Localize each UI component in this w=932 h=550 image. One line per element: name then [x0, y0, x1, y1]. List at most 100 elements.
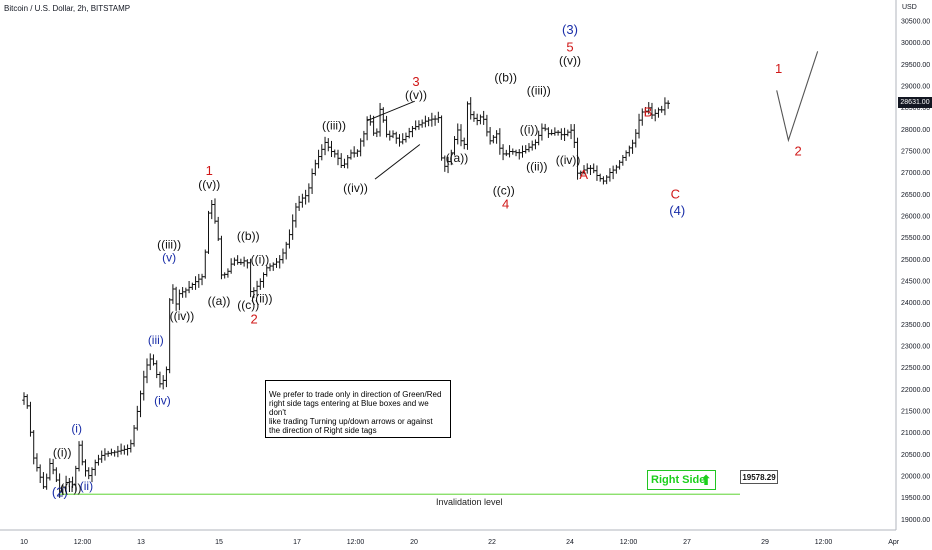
y-tick-label: 29500.00	[901, 62, 930, 69]
wave-label: 3	[412, 74, 419, 89]
y-tick-label: 24000.00	[901, 300, 930, 307]
x-tick-label: 17	[293, 539, 301, 546]
x-tick-label: 13	[137, 539, 145, 546]
y-tick-label: 21000.00	[901, 430, 930, 437]
y-tick-label: 27500.00	[901, 149, 930, 156]
wave-label: ((v))	[559, 53, 581, 67]
y-tick-label: 28000.00	[901, 127, 930, 134]
x-tick-label: 24	[566, 539, 574, 546]
wave-label: 2	[795, 143, 802, 158]
wave-label: ((iii))	[157, 238, 181, 252]
note-line-1: We prefer to trade only in direction of …	[269, 390, 442, 399]
wave-label: ((a))	[208, 294, 231, 308]
wave-label: (iii)	[148, 333, 164, 347]
wave-label: C	[671, 187, 680, 202]
x-tick-label: 12:00	[74, 539, 92, 546]
wave-label: (4)	[669, 203, 685, 218]
wave-labels: (2)((ii))(ii)((i))(i)(iii)(iv)((iii))(v)…	[52, 22, 802, 499]
wave-label: ((iii))	[527, 84, 551, 98]
right-side-tag: Right Side ⬆	[647, 470, 716, 490]
y-tick-label: 23500.00	[901, 322, 930, 329]
y-tick-label: 30500.00	[901, 19, 930, 26]
x-tick-label: 22	[488, 539, 496, 546]
x-tick-label: 10	[20, 539, 28, 546]
wave-label: ((a))	[446, 151, 469, 165]
wave-label: 1	[775, 61, 782, 76]
wave-label: (iv)	[154, 394, 171, 408]
x-tick-label: 20	[410, 539, 418, 546]
wave-label: ((c))	[493, 183, 515, 197]
wedge-line	[374, 144, 421, 180]
y-tick-label: 20500.00	[901, 452, 930, 459]
wave-label: 4	[502, 197, 509, 212]
wave-label: ((i))	[520, 123, 539, 137]
wave-label: ((b))	[237, 229, 260, 243]
wave-label: (ii)	[80, 479, 93, 493]
y-tick-label: 27000.00	[901, 170, 930, 177]
wave-label: ((v))	[198, 178, 220, 192]
invalidation-price-label: 19578.29	[740, 470, 778, 484]
y-tick-label: 23000.00	[901, 344, 930, 351]
wedge-lines	[367, 100, 421, 180]
ohlc-bars	[22, 97, 670, 498]
x-tick-label: 12:00	[347, 539, 365, 546]
wave-label: ((i))	[53, 446, 72, 460]
y-tick-label: 28500.00	[901, 105, 930, 112]
ohlc-bar	[666, 100, 670, 109]
wave-label: ((iv))	[170, 309, 195, 323]
y-tick-label: 25500.00	[901, 235, 930, 242]
y-tick-label: 21500.00	[901, 409, 930, 416]
last-price-badge: 28631.00	[898, 97, 932, 108]
note-line-4: the direction of Right side tags	[269, 426, 377, 435]
y-tick-label: 22500.00	[901, 365, 930, 372]
invalidation-label: Invalidation level	[436, 497, 503, 507]
wave-label: ((iii))	[322, 118, 346, 132]
wave-label: (v)	[162, 251, 176, 265]
x-tick-label: 29	[761, 539, 769, 546]
wave-label: 2	[250, 311, 257, 326]
wedge-line	[367, 100, 415, 122]
x-tick-label: 27	[683, 539, 691, 546]
price-axis[interactable]: 30500.00 30000.00 29500.00 29000.00 28500.00…	[901, 19, 930, 524]
y-tick-label: 26500.00	[901, 192, 930, 199]
projection-path	[776, 51, 819, 143]
wave-label: 5	[566, 39, 573, 54]
y-tick-label: 19500.00	[901, 495, 930, 502]
y-tick-label: 19000.00	[901, 517, 930, 524]
wave-label: (i)	[71, 422, 82, 436]
note-line-2: right side tags entering at Blue boxes a…	[269, 399, 429, 417]
wave-label: ((b))	[494, 71, 517, 85]
y-tick-label: 24500.00	[901, 279, 930, 286]
wave-label: ((ii))	[526, 160, 547, 174]
wave-label: (3)	[562, 22, 578, 37]
right-side-label: Right Side	[651, 474, 706, 486]
note-box: We prefer to trade only in direction of …	[265, 380, 451, 438]
wave-label: ((c))	[237, 298, 259, 312]
x-tick-label: 15	[215, 539, 223, 546]
wave-label: ((ii))	[60, 481, 81, 495]
wave-label: A	[579, 167, 588, 182]
x-tick-label: Apr	[888, 539, 900, 546]
wave-label: ((iv))	[343, 181, 368, 195]
wave-label: ((v))	[405, 88, 427, 102]
chart-title: Bitcoin / U.S. Dollar, 2h, BITSTAMP	[4, 4, 131, 13]
y-tick-label: 22000.00	[901, 387, 930, 394]
y-tick-label: 25000.00	[901, 257, 930, 264]
time-axis[interactable]: 10 12:00 13 15 17 12:00 20 22 24 12:00 27 29 12:00 Ap…	[20, 539, 900, 546]
wave-label: 1	[206, 163, 213, 178]
y-tick-label: 20000.00	[901, 474, 930, 481]
up-arrow-icon: ⬆	[700, 472, 712, 488]
x-tick-label: 12:00	[620, 539, 638, 546]
wave-label: ((i))	[251, 253, 270, 267]
x-tick-label: 12:00	[815, 539, 833, 546]
wave-label: (2)	[52, 484, 68, 499]
y-tick-label: 29000.00	[901, 84, 930, 91]
wave-label: B	[644, 104, 653, 119]
note-line-3: like trading Turning up/down arrows or a…	[269, 417, 433, 426]
wave-label: ((iv))	[556, 153, 581, 167]
wave-label: ((ii))	[251, 292, 272, 306]
y-tick-label: 26000.00	[901, 214, 930, 221]
y-tick-label: 30000.00	[901, 40, 930, 47]
currency-label: USD	[902, 4, 917, 11]
